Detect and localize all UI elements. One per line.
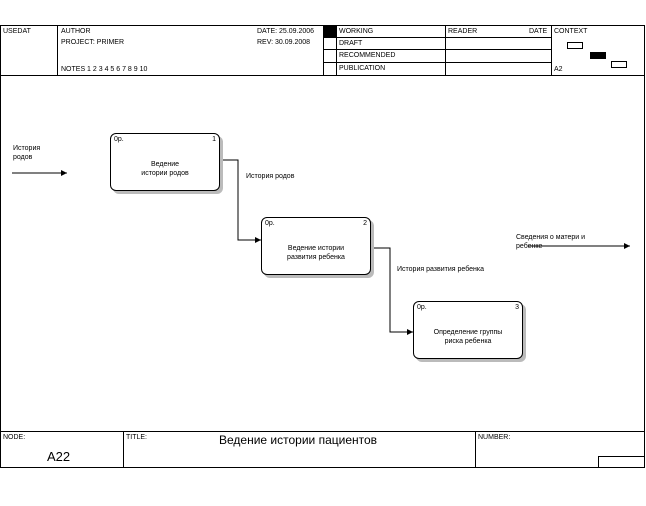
header-divider (336, 25, 337, 75)
header-divider (323, 25, 324, 75)
rev-label: REV: 30.09.2008 (257, 39, 311, 46)
activity-number: 2 (363, 220, 367, 227)
number-label: NUMBER: (478, 434, 511, 441)
activity-box-2[interactable]: 0p. 2 Ведение истории развития ребенка (261, 217, 371, 275)
status-recommended: RECOMMENDED (339, 52, 396, 59)
author-label: AUTHOR (61, 28, 91, 35)
arrow-label-input: История родов (13, 145, 41, 161)
footer-page-box (598, 456, 645, 468)
status-working: WORKING (339, 28, 374, 35)
diagram-title: Ведение истории пациентов (219, 433, 378, 447)
node-value: A22 (47, 449, 71, 464)
status-working-marker (324, 26, 336, 37)
reader-label: READER (448, 28, 478, 35)
date-label: DATE: 25.09.2006 (257, 28, 315, 35)
usedat-label: USEDAT (3, 28, 31, 35)
header-row-line (323, 49, 551, 50)
header-bottom-line (0, 75, 645, 76)
activity-op: 0p. (417, 304, 427, 311)
header-divider (57, 25, 58, 75)
arrow-2-3 (371, 247, 413, 335)
footer-top-line (0, 431, 645, 432)
header-divider (445, 25, 446, 75)
context-node: A2 (554, 66, 563, 73)
activity-op: 0p. (265, 220, 275, 227)
activity-label: Определение группы риска ребенка (433, 329, 503, 345)
context-label: CONTEXT (554, 28, 588, 35)
arrow-label-output: Сведения о матери и ребенке (516, 234, 585, 250)
node-label: NODE: (3, 434, 26, 441)
context-box (611, 61, 627, 68)
context-box-current (590, 52, 606, 59)
title-label: TITLE: (126, 434, 148, 441)
activity-label: Ведение истории развития ребенка (287, 245, 345, 261)
activity-number: 1 (212, 136, 216, 143)
footer-divider (123, 431, 124, 468)
activity-box-3[interactable]: 0p. 3 Определение группы риска ребенка (413, 301, 523, 359)
diagram-frame (0, 25, 645, 468)
notes-label: NOTES 1 2 3 4 5 6 7 8 9 10 (61, 66, 148, 73)
activity-number: 3 (515, 304, 519, 311)
header-row-line (323, 62, 551, 63)
reader-date-label: DATE (529, 28, 548, 35)
arrow-label-2-3: История развития ребенка (397, 266, 484, 273)
project-label: PROJECT: PRIMER (61, 39, 125, 46)
header-divider (551, 25, 552, 75)
status-draft: DRAFT (339, 40, 363, 47)
arrow-label-1-2: История родов (246, 173, 295, 180)
activity-box-1[interactable]: 0p. 1 Ведение истории родов (110, 133, 220, 191)
footer-divider (475, 431, 476, 468)
header-row-line (323, 37, 551, 38)
status-publication: PUBLICATION (339, 65, 386, 72)
context-box (567, 42, 583, 49)
arrow-1-2 (220, 159, 261, 243)
activity-op: 0p. (114, 136, 124, 143)
activity-label: Ведение истории родов (141, 161, 189, 177)
